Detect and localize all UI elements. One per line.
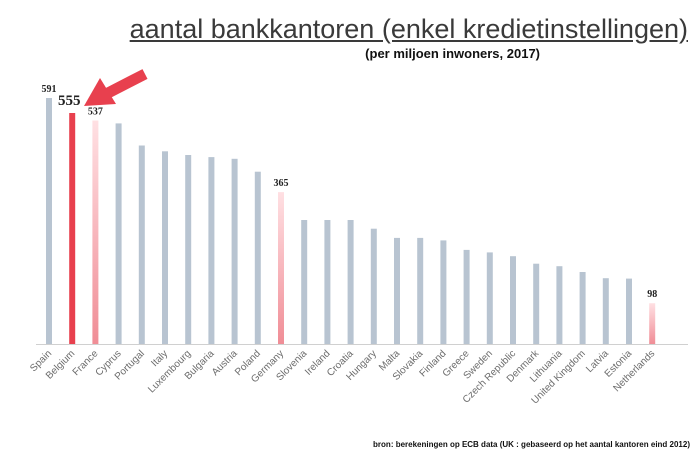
bar-spain bbox=[46, 98, 52, 344]
bar-austria bbox=[231, 158, 238, 344]
bar-cyprus bbox=[115, 123, 122, 345]
highlight-arrow bbox=[84, 69, 148, 106]
bar-slovenia bbox=[301, 220, 308, 344]
source-note: bron: berekeningen op ECB data (UK : geb… bbox=[373, 440, 690, 449]
bar-france bbox=[92, 120, 99, 344]
data-label-france: 537 bbox=[88, 107, 103, 118]
bar-sweden bbox=[486, 252, 493, 344]
bar-greece bbox=[463, 249, 470, 344]
bar-poland bbox=[254, 171, 261, 344]
data-label-netherlands: 98 bbox=[647, 289, 657, 300]
bar-denmark bbox=[533, 263, 540, 344]
bar-estonia bbox=[626, 278, 632, 344]
bar-finland bbox=[440, 240, 447, 344]
bar-malta bbox=[394, 237, 400, 344]
bar-netherlands bbox=[649, 303, 656, 344]
chart-title: aantal bankkantoren (enkel kredietinstel… bbox=[129, 14, 688, 44]
bar-hungary bbox=[370, 228, 377, 344]
bars-group bbox=[46, 98, 656, 345]
bar-slovakia bbox=[417, 237, 424, 344]
bar-united-kingdom bbox=[579, 272, 586, 344]
bar-luxembourg bbox=[185, 155, 192, 344]
bar-italy bbox=[162, 151, 168, 344]
bar-bulgaria bbox=[208, 157, 215, 344]
bar-portugal bbox=[138, 145, 145, 344]
data-label-belgium: 555 bbox=[58, 93, 81, 109]
bar-czech-republic bbox=[510, 256, 516, 344]
bar-latvia bbox=[602, 278, 609, 344]
data-label-germany: 365 bbox=[274, 178, 289, 189]
chart-subtitle: (per miljoen inwoners, 2017) bbox=[365, 46, 540, 61]
arrow-head bbox=[84, 78, 116, 106]
bar-germany bbox=[278, 192, 284, 344]
bar-belgium bbox=[69, 113, 76, 344]
data-label-spain: 591 bbox=[42, 84, 57, 95]
bar-croatia bbox=[347, 220, 354, 344]
bar-lithuania bbox=[556, 266, 563, 344]
bar-ireland bbox=[324, 220, 331, 344]
arrow-shaft bbox=[105, 69, 148, 98]
